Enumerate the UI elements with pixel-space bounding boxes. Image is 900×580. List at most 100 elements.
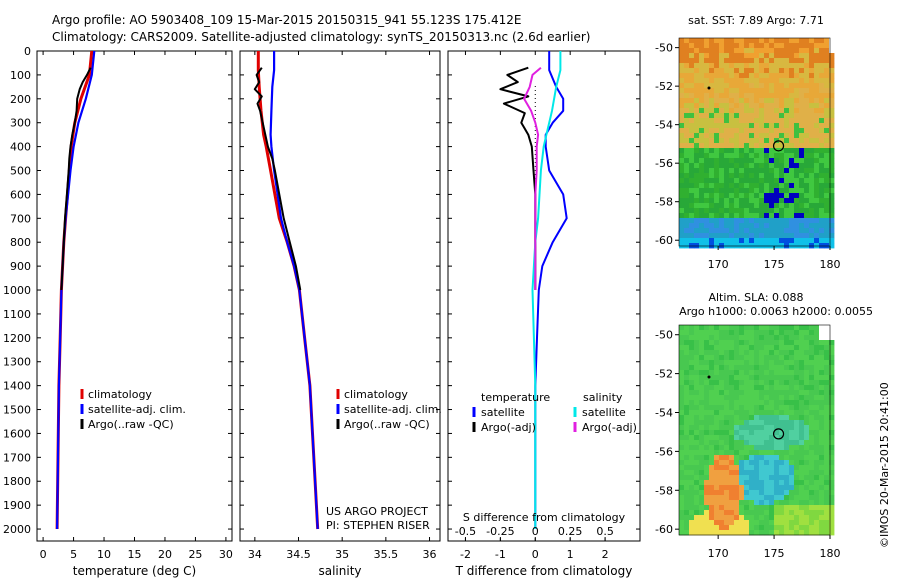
map-cell <box>809 103 815 109</box>
map-cell <box>794 138 800 144</box>
map-cell <box>719 450 725 456</box>
map-cell <box>684 495 690 501</box>
map-cell <box>779 48 785 54</box>
map-cell <box>819 395 825 401</box>
y-tick-label: 600 <box>10 188 31 201</box>
map-cell <box>779 375 785 381</box>
map-cell <box>769 48 775 54</box>
map-cell <box>729 470 735 476</box>
map-cell <box>699 128 705 134</box>
map-cell <box>734 430 740 436</box>
map-cell <box>764 360 770 366</box>
map-cell <box>774 133 780 139</box>
map-cell <box>729 68 735 74</box>
map-cell <box>754 415 760 421</box>
map-cell <box>814 345 820 351</box>
map-cell <box>704 103 710 109</box>
map-cell <box>819 420 825 426</box>
map-cell <box>679 188 685 194</box>
map-cell <box>779 505 785 511</box>
map-cell <box>734 213 740 219</box>
map-cell <box>774 153 780 159</box>
map-cell <box>699 430 705 436</box>
map-cell <box>739 68 745 74</box>
map-cell <box>814 390 820 396</box>
map-cell <box>789 395 795 401</box>
map-cell <box>694 193 700 199</box>
map-cell <box>749 505 755 511</box>
map-cell <box>749 490 755 496</box>
map-cell <box>749 68 755 74</box>
map-cell <box>814 480 820 486</box>
map-cell <box>689 188 695 194</box>
map-cell <box>759 173 765 179</box>
map-cell <box>774 445 780 451</box>
map-cell <box>689 380 695 386</box>
map-cell <box>749 83 755 89</box>
map-cell <box>724 340 730 346</box>
map-cell <box>724 73 730 79</box>
map-cell <box>749 350 755 356</box>
map-cell <box>809 430 815 436</box>
map-cell <box>829 158 835 164</box>
map-cell <box>714 345 720 351</box>
map-cell <box>774 360 780 366</box>
map-cell <box>799 465 805 471</box>
map-cell <box>709 505 715 511</box>
map-cell <box>819 118 825 124</box>
map-cell <box>714 173 720 179</box>
map-cell <box>779 83 785 89</box>
map-cell <box>759 370 765 376</box>
map-cell <box>764 203 770 209</box>
map-cell <box>769 228 775 234</box>
map-cell <box>729 450 735 456</box>
map-cell <box>739 480 745 486</box>
map-cell <box>734 370 740 376</box>
map-cell <box>719 63 725 69</box>
map-cell <box>799 455 805 461</box>
imos-stamp: ©IMOS 20-Mar-2015 20:41:00 <box>878 382 891 548</box>
map-cell <box>719 520 725 526</box>
y-tick-label: 1900 <box>3 499 31 512</box>
map-cell <box>754 138 760 144</box>
map-cell <box>784 73 790 79</box>
map-cell <box>709 78 715 84</box>
map-cell <box>689 178 695 184</box>
map-cell <box>789 435 795 441</box>
map-cell <box>819 460 825 466</box>
map-cell <box>714 213 720 219</box>
map-cell <box>739 530 745 536</box>
map-cell <box>779 128 785 134</box>
map-cell <box>739 495 745 501</box>
map-cell <box>739 208 745 214</box>
map-cell <box>689 78 695 84</box>
map-cell <box>799 68 805 74</box>
map-cell <box>809 208 815 214</box>
map-cell <box>779 88 785 94</box>
map-cell <box>719 93 725 99</box>
map-cell <box>789 168 795 174</box>
map-cell <box>709 233 715 239</box>
map-cell <box>789 198 795 204</box>
map-cell <box>679 233 685 239</box>
map-cell <box>734 203 740 209</box>
map-cell <box>759 143 765 149</box>
map-cell <box>809 238 815 244</box>
map-cell <box>679 330 685 336</box>
map-cell <box>739 218 745 224</box>
map-cell <box>684 510 690 516</box>
map-cell <box>829 470 835 476</box>
map-cell <box>724 345 730 351</box>
map-cell <box>684 188 690 194</box>
map-cell <box>829 350 835 356</box>
map-cell <box>699 63 705 69</box>
map-cell <box>824 138 830 144</box>
map-cell <box>799 163 805 169</box>
map-cell <box>769 208 775 214</box>
map-cell <box>804 490 810 496</box>
map-cell <box>694 405 700 411</box>
map-cell <box>799 188 805 194</box>
map-cell <box>739 415 745 421</box>
map-cell <box>809 405 815 411</box>
map-cell <box>769 380 775 386</box>
